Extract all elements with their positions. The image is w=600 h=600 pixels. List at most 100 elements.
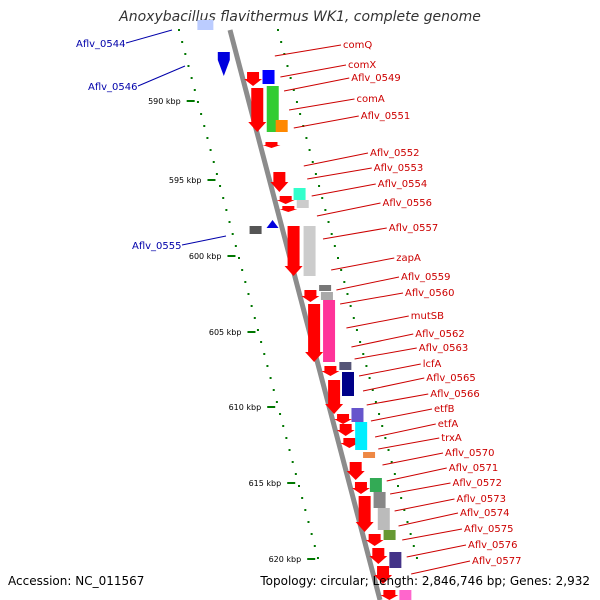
genome-stats: Topology: circular; Length: 2,846,746 bp… — [260, 574, 590, 588]
cds-arrow — [248, 88, 267, 132]
cds-arrow — [305, 304, 324, 362]
gene-label: zapA — [396, 253, 421, 264]
label-leader — [366, 393, 429, 406]
label-leader — [378, 437, 440, 450]
gene-label: comX — [348, 60, 376, 71]
label-leader — [386, 467, 447, 482]
gene-block — [319, 285, 332, 291]
gene-block — [389, 552, 402, 568]
cds-arrow — [301, 290, 320, 302]
gene-block — [383, 530, 396, 540]
gene-block — [369, 478, 382, 492]
cds-arrow — [340, 438, 359, 448]
cds-arrow — [355, 496, 374, 532]
gene-label: Aflv_0565 — [426, 373, 476, 384]
label-leader — [375, 423, 436, 438]
cds-arrow — [321, 366, 340, 376]
cds-arrow — [365, 534, 384, 546]
label-leader — [303, 152, 369, 167]
gene-label: Aflv_0563 — [419, 343, 469, 354]
gene-label: Aflv_0573 — [457, 494, 507, 505]
label-leader — [137, 65, 186, 87]
cds-arrow — [262, 142, 281, 148]
label-leader — [283, 77, 350, 92]
gene-label: Aflv_0562 — [415, 329, 465, 340]
cds-arrow — [276, 196, 295, 204]
gene-block — [275, 120, 288, 132]
ruler-label: 590 kbp — [148, 97, 181, 106]
label-leader — [331, 257, 395, 271]
label-leader — [358, 363, 421, 377]
cds-arrow — [369, 548, 388, 564]
gene-label: Aflv_0544 — [76, 39, 126, 50]
label-leader — [402, 528, 463, 541]
ruler-label: 600 kbp — [189, 252, 222, 261]
gene-label: etfB — [434, 404, 455, 415]
reverse-gene — [197, 20, 214, 30]
cds-arrow — [325, 380, 344, 414]
gene-label: Aflv_0560 — [405, 288, 455, 299]
label-leader — [336, 276, 400, 291]
gene-label: Aflv_0575 — [464, 524, 514, 535]
label-leader — [181, 235, 227, 246]
cds-arrow — [380, 590, 399, 600]
label-leader — [351, 333, 414, 348]
gene-features — [197, 20, 412, 600]
gene-label: Aflv_0552 — [370, 148, 420, 159]
cds-arrow — [279, 206, 298, 212]
label-leader — [362, 377, 425, 392]
label-leader — [125, 29, 173, 44]
ruler-label: 615 kbp — [249, 479, 282, 488]
gene-block — [320, 292, 333, 300]
ruler-label: 610 kbp — [229, 403, 262, 412]
gene-label: Aflv_0574 — [460, 508, 510, 519]
gene-label: Aflv_0549 — [351, 73, 401, 84]
gene-label: mutSB — [411, 311, 444, 322]
gene-label: Aflv_0570 — [445, 448, 495, 459]
cds-arrow — [334, 414, 353, 424]
gene-label: Aflv_0557 — [389, 223, 439, 234]
gene-label: Aflv_0551 — [361, 111, 411, 122]
label-leader — [280, 64, 347, 78]
tick-marks — [178, 29, 418, 560]
gene-block — [377, 508, 390, 530]
label-leader — [274, 44, 342, 57]
ruler-label: 620 kbp — [269, 555, 302, 564]
gene-block — [351, 408, 364, 422]
label-leader — [307, 167, 372, 180]
gene-block — [296, 200, 309, 208]
label-leader — [346, 315, 409, 329]
ruler-label: 605 kbp — [209, 328, 242, 337]
gene-label: comQ — [343, 40, 372, 51]
gene-block — [363, 452, 376, 458]
gene-label: Aflv_0571 — [449, 463, 499, 474]
gene-block — [342, 372, 354, 396]
cds-arrow — [351, 482, 370, 494]
label-leader — [340, 292, 404, 305]
gene-label: Aflv_0559 — [401, 272, 451, 283]
gene-label: Aflv_0556 — [383, 198, 433, 209]
label-leader — [293, 115, 359, 129]
reverse-gene — [217, 52, 230, 76]
ruler-label: 595 kbp — [169, 176, 202, 185]
cds-arrow — [346, 462, 365, 480]
reverse-gene — [249, 226, 262, 234]
label-leader — [370, 408, 433, 422]
gene-label: Aflv_0553 — [374, 163, 424, 174]
gene-block — [339, 362, 352, 370]
cds-arrow — [284, 226, 303, 276]
gene-label: Aflv_0555 — [132, 241, 182, 252]
gene-label: Aflv_0566 — [430, 389, 480, 400]
gene-label: etfA — [438, 419, 459, 430]
label-leader — [354, 347, 417, 360]
label-leader — [406, 544, 467, 558]
cds-arrow — [336, 424, 355, 436]
gene-label: trxA — [441, 433, 462, 444]
gene-block — [262, 70, 275, 84]
gene-block — [323, 300, 336, 362]
label-leader — [382, 452, 444, 466]
cds-arrow — [374, 566, 393, 584]
label-leader — [398, 512, 459, 527]
label-leader — [288, 98, 355, 111]
